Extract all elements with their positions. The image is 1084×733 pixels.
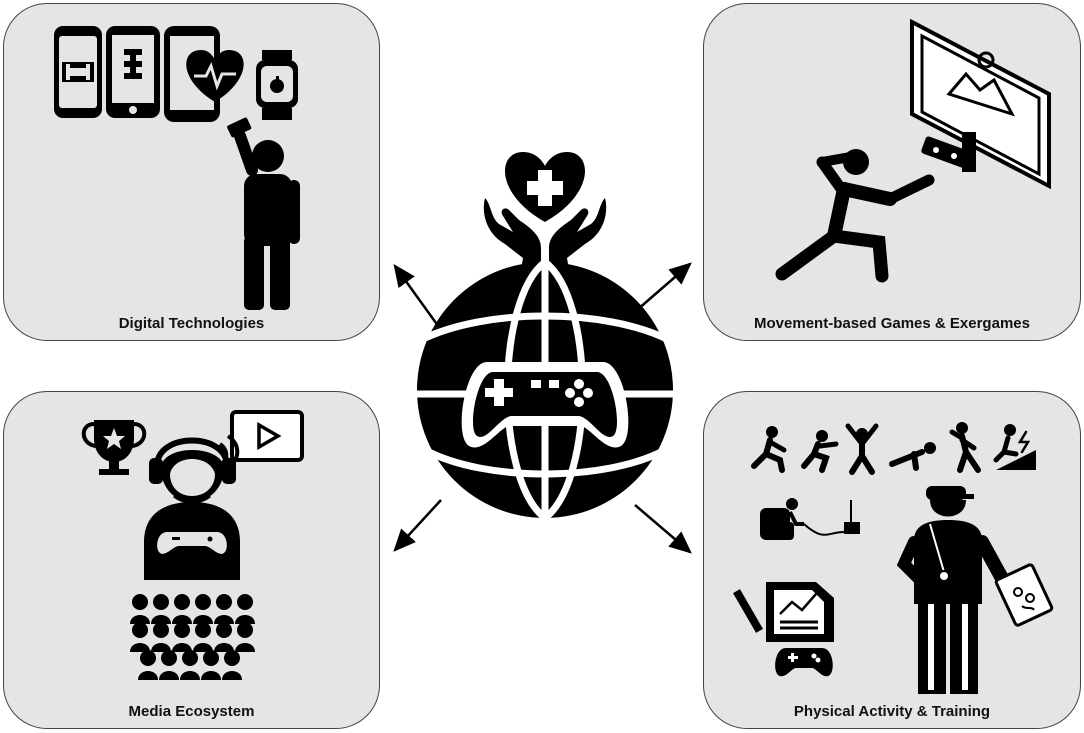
audience-member-body [172,643,192,652]
audience-member-body [193,615,213,624]
audience-member-body [172,615,192,624]
globe-gamepad-icon [461,362,629,448]
video-play-icon [218,410,304,468]
digital-technologies-illustration [54,26,300,310]
audience-member-body [222,671,242,680]
exercise-climb-icon [993,424,1036,470]
trophy-icon [81,420,147,475]
audience-member-head [203,650,219,666]
panel-label-physical-activity: Physical Activity & Training [793,703,991,720]
audience-member-head [237,594,253,610]
audience-member-head [161,650,177,666]
exercise-stretch-icon [949,422,981,473]
audience-member-head [182,650,198,666]
audience-member-head [195,622,211,638]
exergame-illustration [775,18,1051,283]
exercise-pushup-icon [889,442,936,471]
smartwatch-icon [256,50,298,120]
audience-member-body [214,615,234,624]
central-health-gaming-globe [393,152,692,554]
audience-member-head [237,622,253,638]
arrow-to-digital-technologies [393,263,443,331]
audience-member-body [235,615,255,624]
audience-member-head [174,622,190,638]
fitness-phone-icon [54,26,102,118]
audience-member-head [174,594,190,610]
panel-physical-activity: Physical Activity & Training [703,391,1081,729]
heart-cross-icon [504,152,586,222]
app-phone-icon [106,26,160,118]
arrow-to-physical-activity [634,504,692,554]
media-ecosystem-illustration [81,410,304,680]
audience-member-head [153,594,169,610]
coach-with-clipboard-icon [896,486,1054,694]
audience-crowd-icon [130,594,255,680]
monitor-icon [910,18,1051,190]
audience-member-body [235,643,255,652]
exercise-jumping-jack-icon [845,423,879,475]
arrow-to-movement-games [636,262,692,311]
report-document-icon [733,582,834,642]
couch-gamer-icon [760,498,860,540]
exercise-squat-icon [801,430,839,473]
audience-member-head [216,594,232,610]
audience-member-head [132,594,148,610]
audience-member-head [224,650,240,666]
gamer-with-headset-icon [144,437,240,580]
player-pose-icon [775,149,935,283]
motion-sensor-icon [921,136,975,170]
physical-activity-illustration [733,422,1054,694]
panel-movement-games: Movement-based Games & Exergames [703,3,1081,341]
audience-member-body [130,615,150,624]
panel-label-movement-games: Movement-based Games & Exergames [754,315,1030,332]
audience-member-head [216,622,232,638]
audience-member-body [130,643,150,652]
person-with-phone-icon [227,117,300,310]
audience-member-body [201,671,221,680]
panel-label-digital-technologies: Digital Technologies [118,315,265,332]
audience-member-head [140,650,156,666]
audience-member-head [132,622,148,638]
audience-member-body [138,671,158,680]
audience-member-body [159,671,179,680]
panel-media-ecosystem: Media Ecosystem [3,391,380,729]
arrow-to-media-ecosystem [393,499,442,552]
health-phone-icon [164,26,244,122]
audience-member-body [193,643,213,652]
gamepad-icon [775,648,833,677]
audience-member-body [180,671,200,680]
audience-member-head [195,594,211,610]
exercise-lunge-icon [751,426,787,473]
panel-digital-technologies: Digital Technologies [3,3,380,341]
audience-member-head [153,622,169,638]
caring-hands-icon [483,198,607,270]
audience-member-body [151,615,171,624]
panel-label-media-ecosystem: Media Ecosystem [128,703,255,720]
audience-member-body [151,643,171,652]
audience-member-body [214,643,234,652]
